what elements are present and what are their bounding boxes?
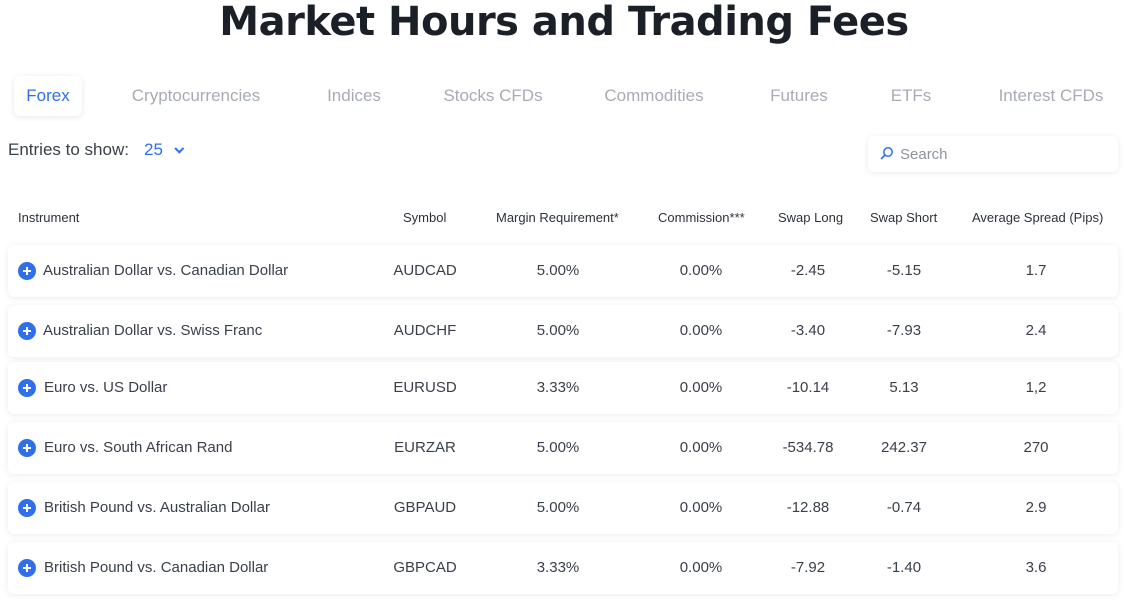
market-tabs: Forex Cryptocurrencies Indices Stocks CF… (8, 76, 1120, 116)
cell-margin: 5.00% (536, 322, 580, 339)
table-row[interactable]: British Pound vs. Canadian Dollar GBPCAD… (8, 542, 1118, 594)
cell-symbol: AUDCAD (393, 262, 457, 279)
cell-commission: 0.00% (679, 322, 723, 339)
cell-commission: 0.00% (679, 499, 723, 516)
cell-instrument: Australian Dollar vs. Swiss Franc (43, 322, 263, 339)
cell-commission: 0.00% (679, 262, 723, 279)
search-box[interactable] (868, 136, 1118, 172)
entries-value: 25 (144, 140, 163, 159)
table-row[interactable]: Australian Dollar vs. Canadian Dollar AU… (8, 245, 1118, 297)
entries-label: Entries to show: (8, 140, 129, 159)
cell-margin: 5.00% (536, 439, 580, 456)
cell-swap-long: -3.40 (790, 322, 826, 339)
cell-average-spread: 3.6 (1025, 559, 1047, 576)
cell-symbol: EURUSD (393, 379, 457, 396)
cell-swap-short: -1.40 (886, 559, 922, 576)
expand-plus-icon[interactable] (18, 262, 36, 280)
entries-select[interactable]: 25 (144, 138, 185, 162)
tab-cryptocurrencies[interactable]: Cryptocurrencies (131, 86, 261, 105)
header-average-spread: Average Spread (Pips) (972, 210, 1104, 225)
cell-average-spread: 270 (1023, 439, 1049, 456)
header-symbol: Symbol (403, 210, 447, 225)
cell-symbol: AUDCHF (393, 322, 457, 339)
cell-instrument: Euro vs. US Dollar (44, 379, 168, 396)
cell-margin: 5.00% (536, 499, 580, 516)
chevron-down-icon (174, 143, 185, 154)
cell-swap-long: -2.45 (790, 262, 826, 279)
header-commission: Commission*** (658, 210, 745, 225)
tab-indices[interactable]: Indices (327, 86, 381, 105)
table-row[interactable]: Euro vs. South African Rand EURZAR 5.00%… (8, 422, 1118, 474)
cell-instrument: Australian Dollar vs. Canadian Dollar (43, 262, 289, 279)
cell-swap-short: 242.37 (881, 439, 927, 456)
cell-commission: 0.00% (679, 439, 723, 456)
cell-instrument: British Pound vs. Australian Dollar (44, 499, 270, 516)
cell-swap-short: -7.93 (886, 322, 922, 339)
cell-symbol: EURZAR (394, 439, 456, 456)
cell-swap-long: -10.14 (786, 379, 830, 396)
table-header: Instrument Symbol Margin Requirement* Co… (8, 200, 1118, 236)
page-title: Market Hours and Trading Fees (219, 0, 909, 45)
cell-margin: 5.00% (536, 262, 580, 279)
table-row[interactable]: Euro vs. US Dollar EURUSD 3.33% 0.00% -1… (8, 362, 1118, 414)
table-row[interactable]: British Pound vs. Australian Dollar GBPA… (8, 482, 1118, 534)
cell-swap-long: -7.92 (790, 559, 826, 576)
header-instrument: Instrument (18, 210, 80, 225)
tab-forex[interactable]: Forex (14, 76, 82, 116)
cell-swap-short: -0.74 (886, 499, 922, 516)
expand-plus-icon[interactable] (18, 379, 36, 397)
cell-average-spread: 2.9 (1025, 499, 1047, 516)
cell-average-spread: 1.7 (1025, 262, 1047, 279)
tab-stocks-cfds[interactable]: Stocks CFDs (443, 86, 543, 105)
cell-symbol: GBPAUD (393, 499, 457, 516)
cell-margin: 3.33% (536, 379, 580, 396)
expand-plus-icon[interactable] (18, 559, 36, 577)
tab-interest-cfds[interactable]: Interest CFDs (998, 86, 1104, 105)
search-input[interactable] (900, 142, 1100, 166)
cell-margin: 3.33% (536, 559, 580, 576)
cell-symbol: GBPCAD (393, 559, 457, 576)
cell-swap-short: -5.15 (886, 262, 922, 279)
tab-commodities[interactable]: Commodities (604, 86, 704, 105)
header-swap-long: Swap Long (778, 210, 844, 225)
cell-commission: 0.00% (679, 559, 723, 576)
expand-plus-icon[interactable] (18, 439, 36, 457)
expand-plus-icon[interactable] (18, 499, 36, 517)
tab-futures[interactable]: Futures (770, 86, 828, 105)
cell-instrument: British Pound vs. Canadian Dollar (44, 559, 269, 576)
expand-plus-icon[interactable] (18, 322, 36, 340)
cell-average-spread: 2.4 (1025, 322, 1047, 339)
header-margin: Margin Requirement* (496, 210, 619, 225)
cell-average-spread: 1,2 (1025, 379, 1047, 396)
tab-etfs[interactable]: ETFs (890, 86, 932, 105)
search-icon (880, 147, 893, 160)
cell-commission: 0.00% (679, 379, 723, 396)
cell-swap-long: -534.78 (782, 439, 834, 456)
table-row[interactable]: Australian Dollar vs. Swiss Franc AUDCHF… (8, 305, 1118, 357)
header-swap-short: Swap Short (870, 210, 938, 225)
cell-instrument: Euro vs. South African Rand (44, 439, 233, 456)
cell-swap-short: 5.13 (889, 379, 919, 396)
cell-swap-long: -12.88 (786, 499, 830, 516)
